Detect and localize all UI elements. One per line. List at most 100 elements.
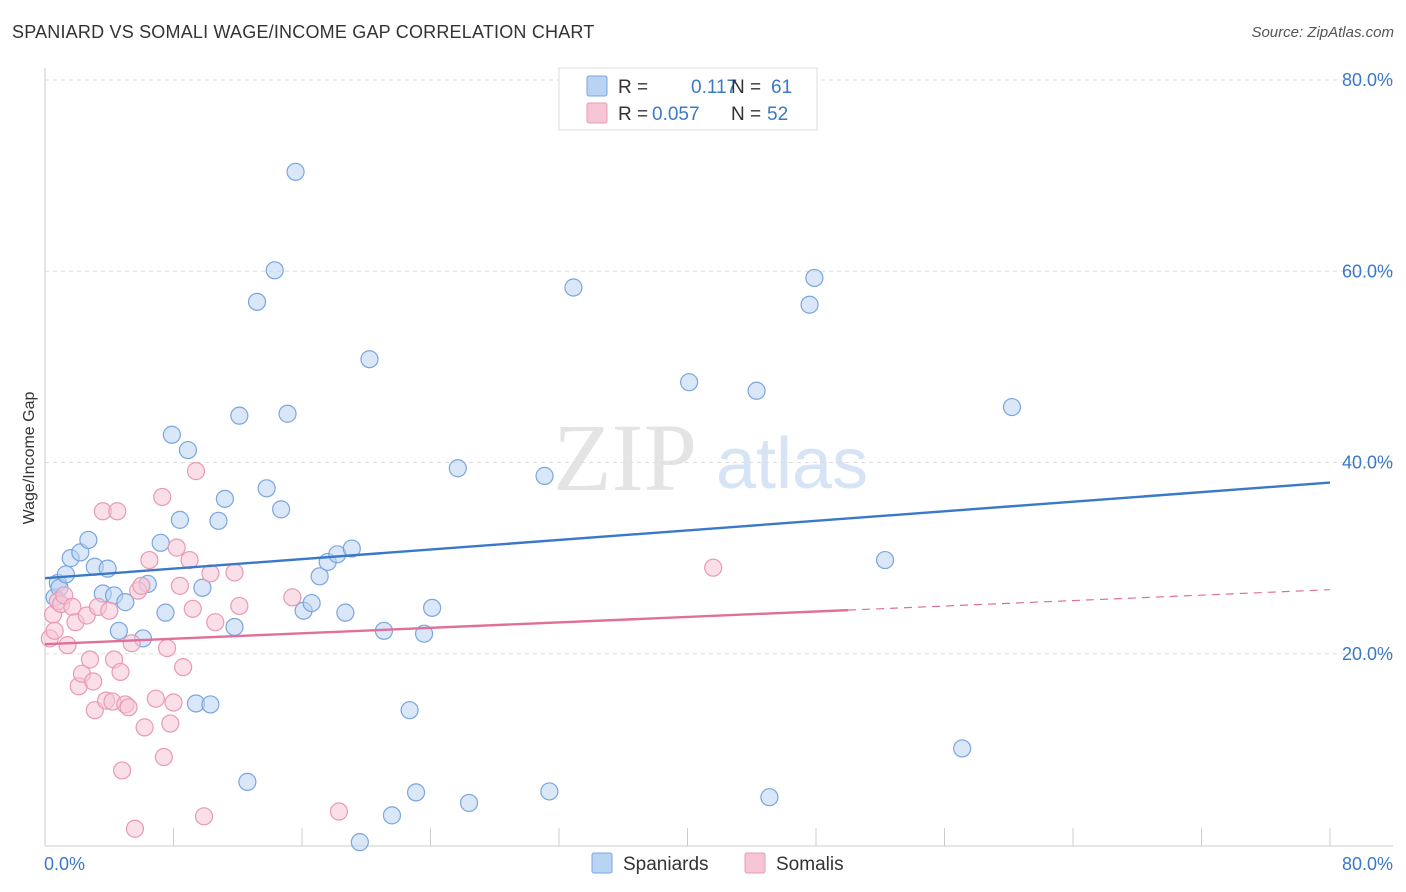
spaniards-point-12 — [116, 593, 135, 612]
somalis-point-23 — [112, 761, 132, 780]
somalis-point-30 — [135, 718, 154, 737]
somalis-point-44 — [194, 807, 214, 826]
spaniards-point-36 — [310, 567, 329, 586]
somalis-point-2 — [45, 621, 64, 640]
legend-n-value-spaniards: 61 — [771, 77, 792, 98]
spaniards-point-46 — [406, 783, 426, 802]
spaniards-point-6 — [79, 530, 98, 550]
somalis-point-39 — [170, 576, 190, 595]
somalis-trend-line — [44, 608, 849, 646]
spaniards-point-31 — [272, 500, 291, 519]
spaniards-point-56 — [760, 788, 779, 807]
series-somalis — [40, 462, 723, 838]
spaniards-point-49 — [448, 459, 467, 478]
somalis-point-26 — [122, 634, 141, 653]
y-tick-label-1: 60.0% — [1342, 261, 1393, 281]
legend-r-label-somalis: R = — [618, 104, 648, 125]
series-spaniards — [45, 162, 1022, 852]
somalis-point-31 — [140, 550, 159, 570]
spaniards-point-32 — [278, 404, 297, 423]
spaniards-point-44 — [382, 806, 402, 825]
bottom-legend-swatch-spaniards — [591, 852, 613, 874]
somalis-point-43 — [186, 462, 206, 481]
x-tick-label-0: 0.0% — [44, 854, 85, 874]
spaniards-trend-line — [44, 481, 1331, 580]
somalis-point-22 — [111, 662, 130, 682]
somalis-point-47 — [225, 563, 244, 582]
somalis-trend-line-extension — [848, 589, 1331, 611]
spaniards-point-21 — [193, 578, 212, 597]
somalis-point-37 — [164, 693, 183, 712]
spaniards-point-59 — [953, 739, 972, 758]
somalis-point-35 — [157, 638, 177, 658]
bottom-legend-label-somalis: Somalis — [776, 854, 844, 875]
somalis-point-49 — [283, 588, 302, 607]
spaniards-point-19 — [178, 440, 198, 460]
somalis-point-13 — [84, 672, 103, 691]
somalis-point-25 — [119, 698, 138, 717]
spaniards-point-41 — [350, 833, 369, 852]
spaniards-point-22 — [201, 695, 220, 714]
spaniards-point-35 — [302, 593, 321, 613]
x-tick-labels: 0.0% 80.0% — [44, 854, 1393, 874]
spaniards-point-42 — [360, 350, 379, 369]
spaniards-point-55 — [747, 381, 766, 400]
watermark-zip: ZIP — [553, 404, 697, 511]
bottom-legend-swatch-somalis — [744, 852, 766, 874]
legend-r-value-spaniards: 0.117 — [691, 77, 737, 98]
spaniards-point-17 — [162, 425, 181, 444]
spaniards-point-50 — [459, 793, 479, 813]
spaniards-point-40 — [342, 539, 361, 558]
somalis-point-46 — [206, 613, 225, 632]
spaniards-point-53 — [564, 278, 583, 297]
somalis-point-51 — [704, 558, 723, 577]
spaniards-point-61 — [875, 550, 895, 570]
legend-n-label-somalis: N = — [731, 104, 761, 125]
y-tick-label-0: 80.0% — [1342, 70, 1393, 90]
bottom-legend-label-spaniards: Spaniards — [623, 854, 709, 875]
somalis-point-48 — [230, 596, 249, 616]
chart-title: SPANIARD VS SOMALI WAGE/INCOME GAP CORRE… — [12, 22, 595, 42]
x-tick-label-1: 80.0% — [1342, 854, 1393, 874]
legend-swatch-spaniards — [586, 75, 608, 97]
y-tick-labels: 80.0% 60.0% 40.0% 20.0% — [1342, 70, 1393, 664]
somalis-point-27 — [125, 819, 145, 838]
somalis-point-50 — [329, 802, 349, 821]
y-tick-label-3: 20.0% — [1342, 644, 1393, 664]
legend-swatch-somalis — [586, 102, 608, 124]
spaniards-point-54 — [680, 373, 699, 392]
watermark: ZIP atlas — [553, 404, 868, 511]
correlation-legend: R = 0.117 N = 61 R = 0.057 N = 52 — [558, 67, 818, 131]
spaniards-point-26 — [230, 406, 249, 425]
somalis-point-12 — [80, 650, 100, 669]
spaniards-point-29 — [257, 479, 276, 498]
legend-r-value-somalis: 0.057 — [652, 104, 700, 125]
somalis-point-29 — [132, 576, 151, 595]
y-axis-title: Wage/Income Gap — [21, 392, 38, 525]
spaniards-point-18 — [170, 510, 190, 529]
spaniards-point-3 — [56, 565, 75, 584]
somalis-point-32 — [146, 689, 165, 708]
y-tick-label-2: 40.0% — [1342, 453, 1393, 473]
source-label: Source: ZipAtlas.com — [1251, 24, 1394, 41]
somalis-point-42 — [183, 599, 202, 618]
spaniards-point-48 — [423, 598, 442, 617]
spaniards-point-27 — [238, 772, 257, 791]
somalis-point-6 — [58, 636, 77, 655]
spaniards-point-11 — [109, 621, 128, 640]
legend-n-label-spaniards: N = — [731, 77, 761, 98]
spaniards-point-33 — [286, 162, 305, 181]
series-legend: Spaniards Somalis — [591, 852, 844, 875]
somalis-point-36 — [161, 714, 180, 733]
spaniards-point-25 — [225, 617, 244, 637]
watermark-atlas: atlas — [716, 424, 868, 504]
spaniards-point-16 — [156, 603, 175, 622]
spaniards-point-58 — [800, 295, 819, 314]
spaniards-point-51 — [535, 466, 554, 485]
somalis-point-38 — [167, 538, 186, 557]
spaniards-point-23 — [209, 511, 228, 530]
somalis-point-33 — [153, 487, 172, 507]
spaniards-point-57 — [805, 268, 824, 288]
somalis-point-40 — [174, 658, 193, 677]
